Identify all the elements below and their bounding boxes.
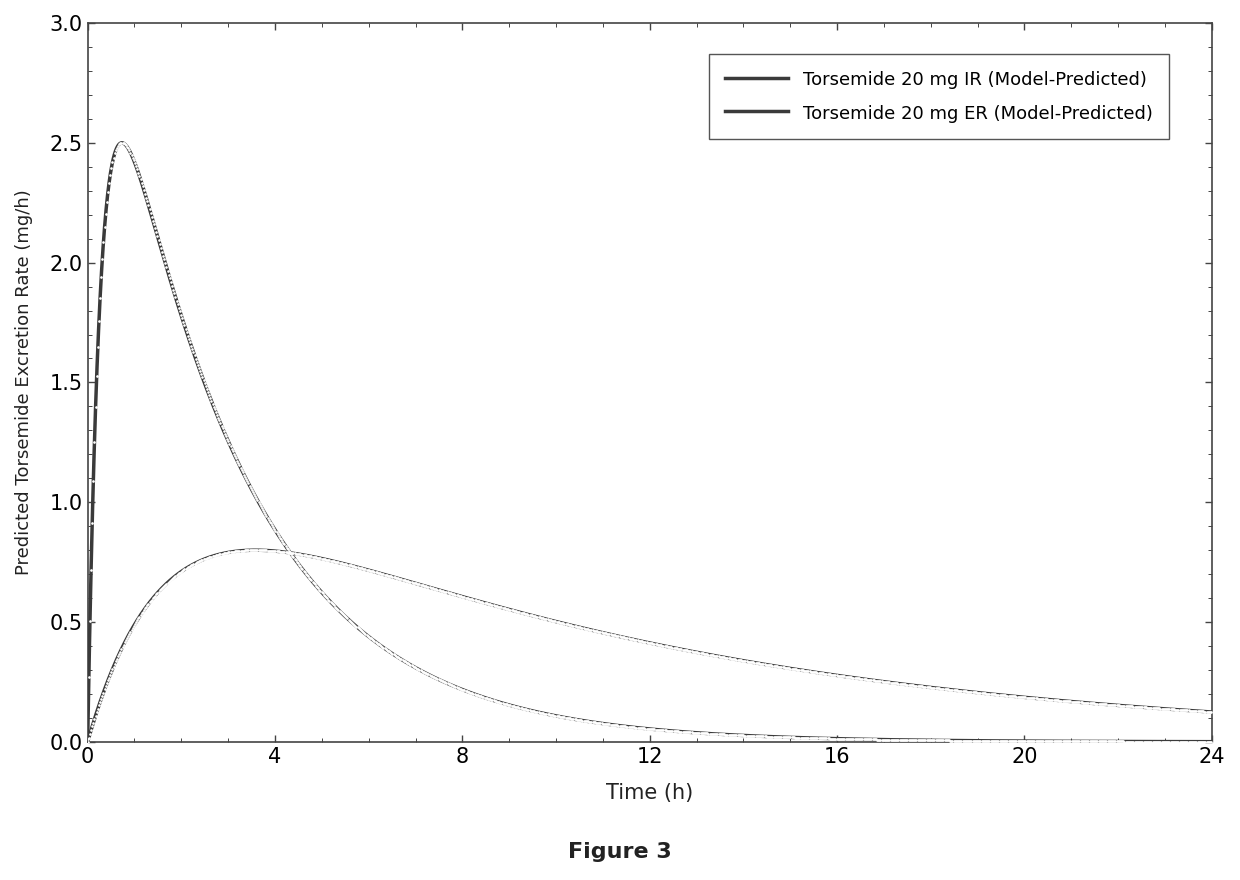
Torsemide 20 mg ER (Model-Predicted) xyxy=(1204,707,1219,717)
Legend: Torsemide 20 mg IR (Model-Predicted), Torsemide 20 mg ER (Model-Predicted): Torsemide 20 mg IR (Model-Predicted), To… xyxy=(709,54,1169,139)
Torsemide 20 mg IR (Model-Predicted) xyxy=(81,734,95,744)
Torsemide 20 mg IR (Model-Predicted) xyxy=(275,537,290,547)
Torsemide 20 mg ER (Model-Predicted) xyxy=(1061,696,1076,707)
Text: Figure 3: Figure 3 xyxy=(568,842,672,862)
Torsemide 20 mg IR (Model-Predicted) xyxy=(560,713,575,723)
Torsemide 20 mg ER (Model-Predicted) xyxy=(560,620,575,630)
Torsemide 20 mg ER (Model-Predicted) xyxy=(248,545,263,555)
Torsemide 20 mg IR (Model-Predicted) xyxy=(512,702,527,713)
Line: Torsemide 20 mg IR (Model-Predicted): Torsemide 20 mg IR (Model-Predicted) xyxy=(88,143,1211,742)
Torsemide 20 mg ER (Model-Predicted) xyxy=(512,607,527,618)
Torsemide 20 mg IR (Model-Predicted) xyxy=(1061,736,1076,746)
Torsemide 20 mg ER (Model-Predicted) xyxy=(275,546,290,557)
Torsemide 20 mg IR (Model-Predicted) xyxy=(1204,737,1219,747)
Torsemide 20 mg ER (Model-Predicted) xyxy=(1183,705,1198,715)
Line: Torsemide 20 mg ER (Model-Predicted): Torsemide 20 mg ER (Model-Predicted) xyxy=(88,550,1211,742)
Torsemide 20 mg IR (Model-Predicted) xyxy=(208,407,223,418)
Torsemide 20 mg IR (Model-Predicted) xyxy=(114,137,129,148)
X-axis label: Time (h): Time (h) xyxy=(606,783,693,803)
Torsemide 20 mg ER (Model-Predicted) xyxy=(208,550,223,561)
Torsemide 20 mg IR (Model-Predicted) xyxy=(1183,737,1198,747)
Torsemide 20 mg ER (Model-Predicted) xyxy=(81,737,95,747)
Y-axis label: Predicted Torsemide Excretion Rate (mg/h): Predicted Torsemide Excretion Rate (mg/h… xyxy=(15,189,33,576)
